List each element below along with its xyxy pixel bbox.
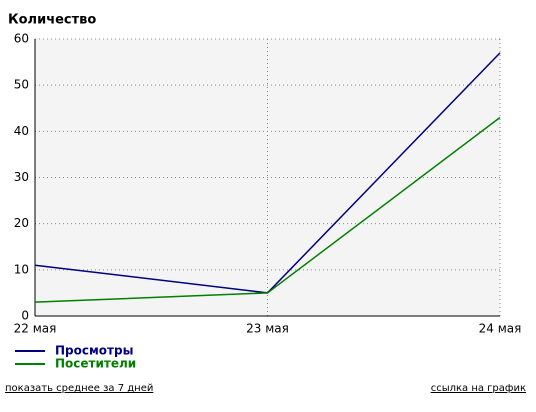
y-tick-label: 60	[14, 32, 29, 46]
y-tick-label: 20	[14, 216, 29, 230]
series-line	[34, 116, 501, 303]
x-tick-label: 24 мая	[479, 322, 522, 336]
link[interactable]: показать среднее за 7 дней	[5, 383, 153, 394]
legend-label: Посетители	[55, 357, 136, 371]
y-tick-label: 10	[14, 262, 29, 276]
x-tick-label: 22 мая	[14, 322, 57, 336]
chart-title: Количество	[8, 13, 96, 28]
legend-label: Просмотры	[55, 344, 133, 358]
y-tick-label: 30	[14, 170, 29, 184]
y-tick-label: 40	[14, 124, 29, 138]
y-tick-label: 0	[21, 309, 29, 323]
x-tick-label: 23 мая	[246, 322, 289, 336]
link[interactable]: ссылка на график	[431, 383, 526, 394]
y-tick-label: 50	[14, 78, 29, 92]
